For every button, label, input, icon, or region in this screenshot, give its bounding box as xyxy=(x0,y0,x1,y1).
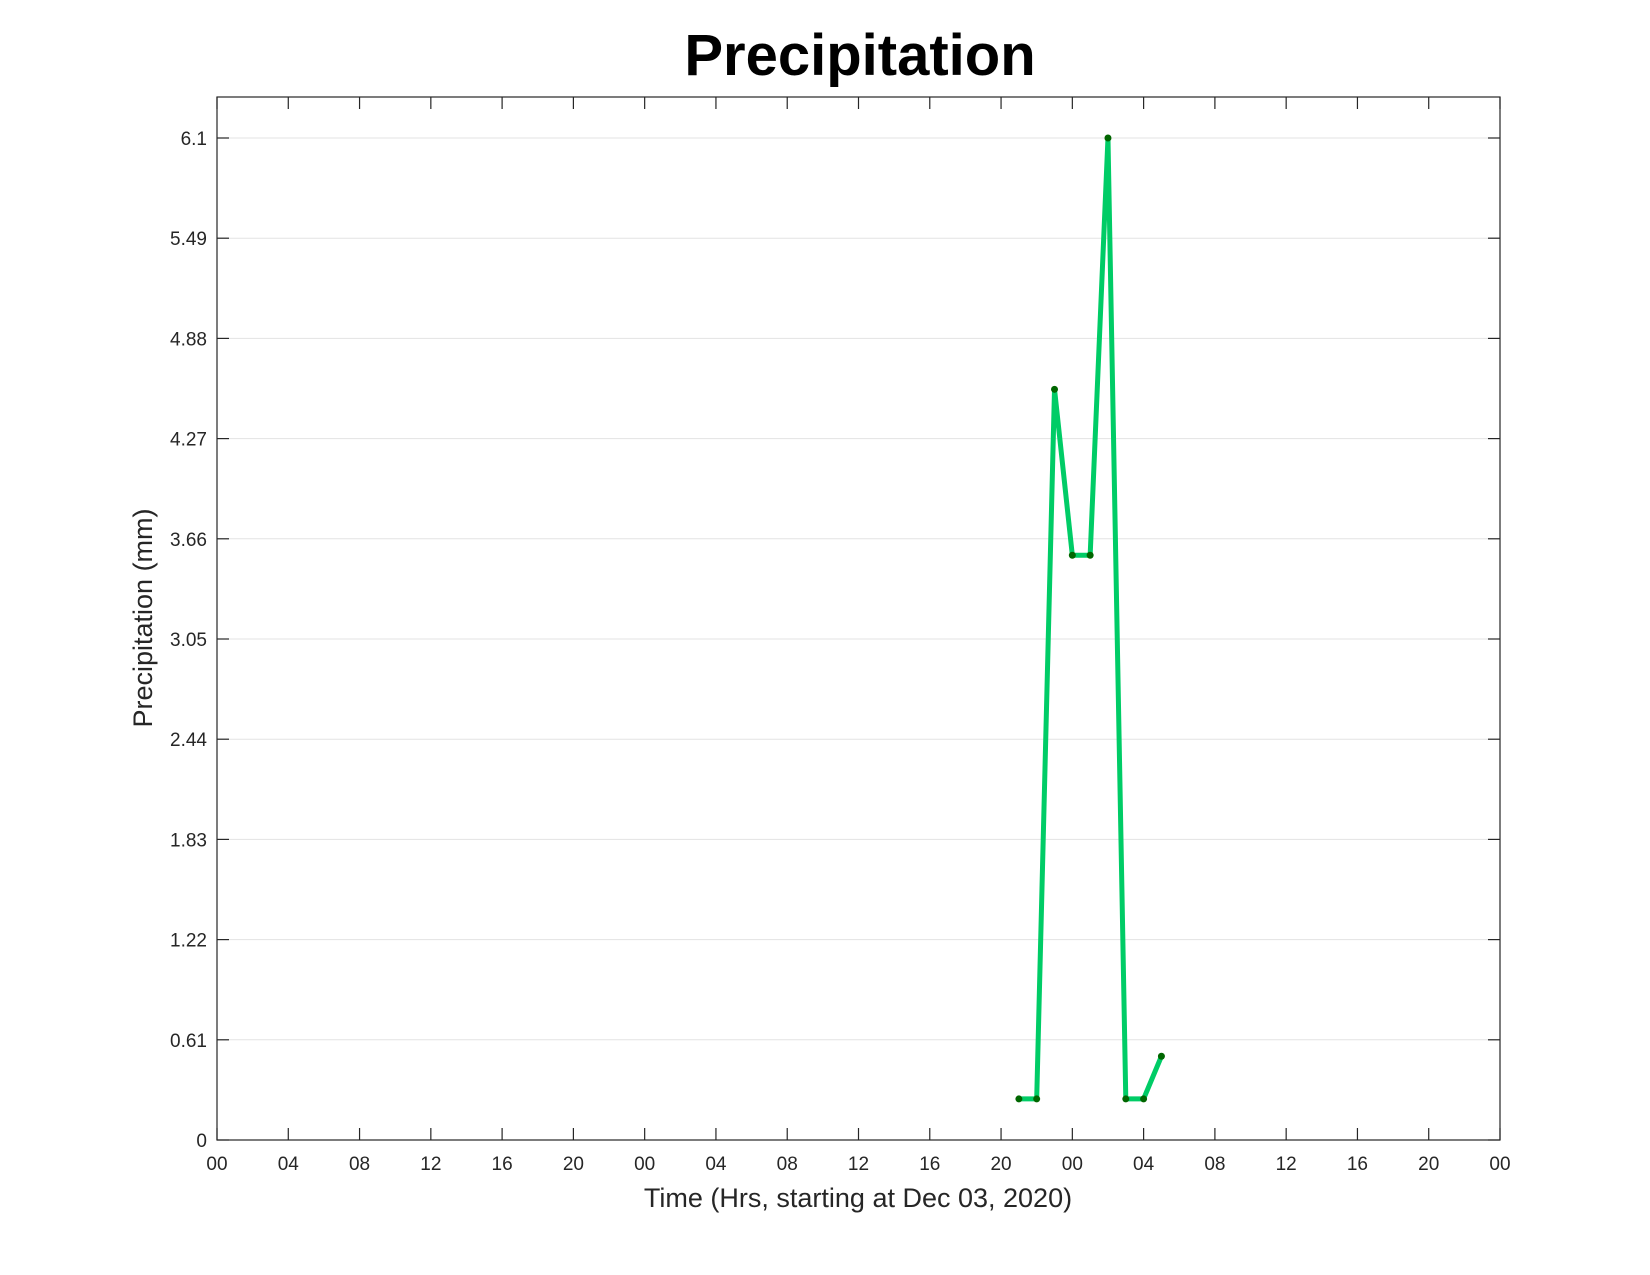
x-tick-label: 00 xyxy=(1062,1154,1083,1175)
x-tick-label: 00 xyxy=(206,1154,227,1175)
data-point-marker xyxy=(1033,1095,1041,1103)
data-point-marker xyxy=(1086,551,1094,559)
y-tick-label: 0.61 xyxy=(170,1031,207,1052)
x-tick-label: 16 xyxy=(919,1154,940,1175)
x-tick-label: 04 xyxy=(278,1154,300,1175)
x-tick-label: 08 xyxy=(1204,1154,1225,1175)
x-tick-label: 12 xyxy=(1276,1154,1297,1175)
y-tick-label: 5.49 xyxy=(170,229,207,250)
x-tick-label: 20 xyxy=(990,1154,1011,1175)
x-tick-label: 20 xyxy=(1418,1154,1439,1175)
data-point-marker xyxy=(1157,1052,1165,1060)
x-tick-label: 08 xyxy=(777,1154,798,1175)
y-tick-label: 1.83 xyxy=(170,830,207,851)
series-layer xyxy=(1015,134,1165,1103)
data-point-marker xyxy=(1015,1095,1023,1103)
y-tick-label: 3.05 xyxy=(170,630,207,651)
y-axis-label: Precipitation (mm) xyxy=(128,508,158,727)
x-tick-label: 12 xyxy=(848,1154,869,1175)
precipitation-line xyxy=(1018,137,1164,1102)
y-tick-label: 4.27 xyxy=(170,430,207,451)
y-tick-label: 2.44 xyxy=(170,730,207,751)
tick-layer: 0 0.61 1.22 1.83 2.44 3.05 3.66 4.27 4.88 5.49 6.1… xyxy=(170,97,1511,1175)
data-point-marker xyxy=(1051,385,1059,393)
x-tick-label: 16 xyxy=(492,1154,513,1175)
x-tick-label: 20 xyxy=(563,1154,584,1175)
y-tick-label: 4.88 xyxy=(170,329,207,350)
y-tick-label: 3.66 xyxy=(170,530,207,551)
x-tick-label: 16 xyxy=(1347,1154,1368,1175)
x-tick-label: 04 xyxy=(705,1154,727,1175)
grid-layer xyxy=(217,137,1500,1041)
x-tick-label: 04 xyxy=(1133,1154,1155,1175)
data-point-marker xyxy=(1122,1095,1130,1103)
y-tick-label: 1.22 xyxy=(170,931,207,952)
x-tick-label: 00 xyxy=(1489,1154,1510,1175)
plot-area-border xyxy=(216,96,1501,1141)
x-tick-label: 12 xyxy=(420,1154,441,1175)
x-tick-label: 08 xyxy=(349,1154,370,1175)
chart-title: Precipitation xyxy=(684,23,1035,88)
x-axis-label: Time (Hrs, starting at Dec 03, 2020) xyxy=(644,1183,1072,1213)
y-tick-label: 6.1 xyxy=(181,129,207,150)
y-tick-label: 0 xyxy=(196,1131,207,1152)
x-tick-label: 00 xyxy=(634,1154,655,1175)
data-point-marker xyxy=(1140,1095,1148,1103)
data-point-marker xyxy=(1068,551,1076,559)
data-point-marker xyxy=(1104,134,1112,142)
